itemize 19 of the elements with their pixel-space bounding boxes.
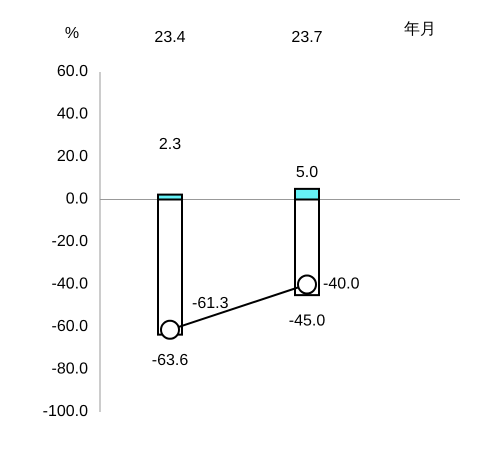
- y-tick-label: 60.0: [56, 63, 88, 80]
- data-label: -40.0: [323, 276, 360, 293]
- y-tick-label: 0.0: [66, 190, 88, 208]
- y-axis-title: %: [64, 25, 80, 42]
- y-tick-label: 20.0: [56, 148, 88, 166]
- y-tick-label: -20.0: [52, 233, 88, 250]
- data-label: -63.6: [152, 352, 188, 369]
- y-tick-label: -40.0: [52, 276, 88, 293]
- y-tick-label: -80.0: [52, 360, 88, 378]
- data-label: 5.0: [296, 164, 318, 182]
- data-label: -45.0: [288, 312, 326, 330]
- y-tick-label: -100.0: [42, 403, 88, 420]
- y-tick-label: 40.0: [56, 106, 88, 123]
- y-tick-label: -60.0: [52, 318, 88, 336]
- data-label: -61.3: [192, 294, 229, 312]
- x-axis-title: 年月: [404, 21, 436, 38]
- x-tick-label: 23.7: [291, 29, 323, 46]
- x-tick-label: 23.4: [154, 29, 186, 46]
- data-label: 2.3: [158, 136, 182, 153]
